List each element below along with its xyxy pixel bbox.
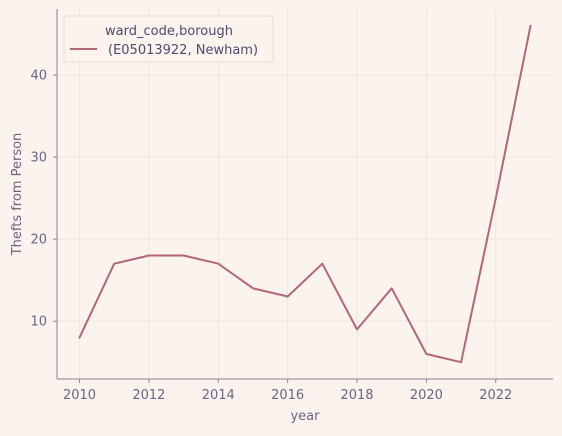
x-tick-label: 2016	[271, 388, 304, 403]
x-tick-label: 2010	[63, 388, 96, 403]
y-tick-label: 20	[30, 233, 47, 248]
legend-label: (E05013922, Newham)	[108, 43, 258, 58]
legend-title: ward_code,borough	[105, 24, 233, 39]
grid	[57, 9, 553, 379]
legend: ward_code,borough (E05013922, Newham)	[64, 16, 273, 62]
y-axis-label: Thefts from Person	[10, 133, 25, 257]
y-tick-label: 30	[30, 151, 47, 166]
series-line	[80, 26, 531, 362]
y-tick-label: 10	[30, 315, 47, 330]
y-tick-label: 40	[30, 69, 47, 84]
x-tick-label: 2022	[479, 388, 512, 403]
tick-labels: 2010 2012 2014 2016 2018 2020 2022 10 20 30 40	[30, 69, 512, 403]
x-tick-label: 2014	[202, 388, 235, 403]
series-layer	[80, 26, 531, 362]
axes	[53, 9, 553, 383]
x-tick-label: 2012	[132, 388, 165, 403]
x-axis-label: year	[290, 409, 320, 424]
x-tick-label: 2018	[340, 388, 373, 403]
x-tick-label: 2020	[410, 388, 443, 403]
